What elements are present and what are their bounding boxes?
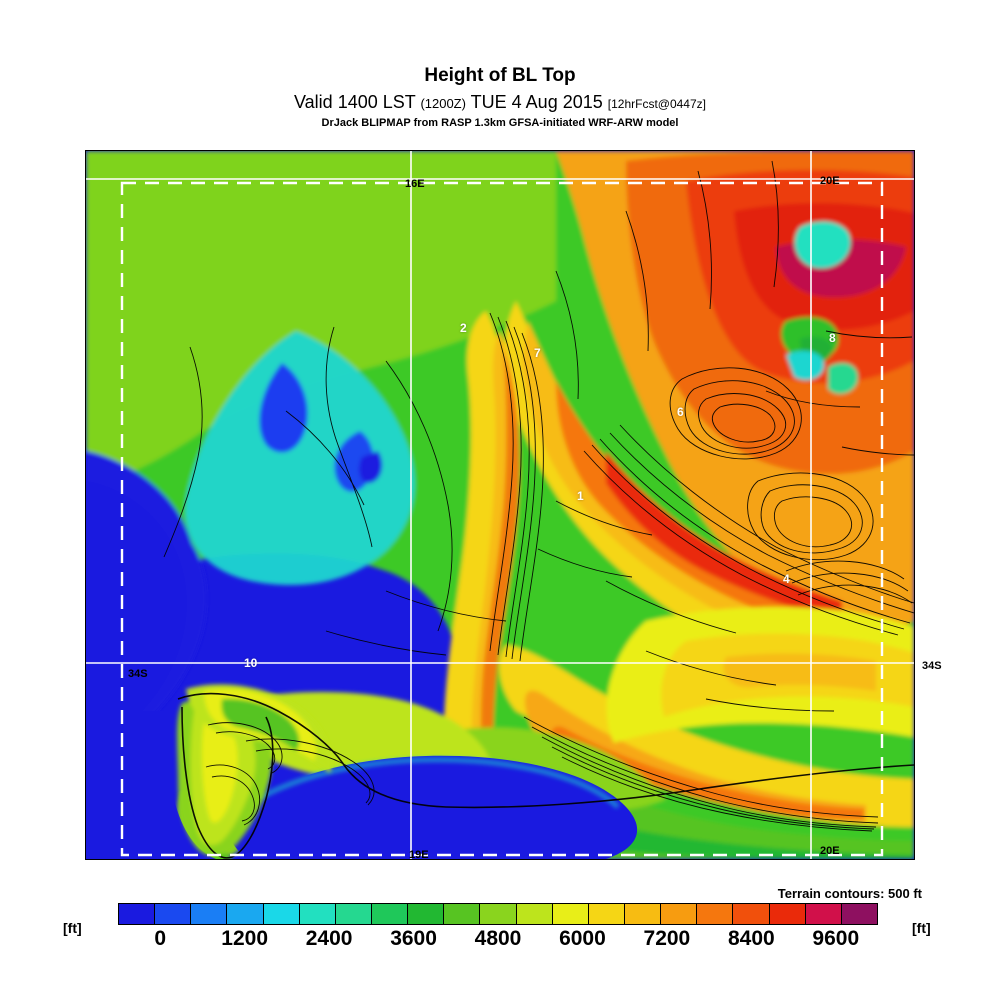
colorbar-unit-right: [ft] [912,920,931,936]
model-credit: DrJack BLIPMAP from RASP 1.3km GFSA-init… [321,117,679,129]
bl-top-field [86,151,914,859]
colorbar-swatch-13 [588,904,625,924]
colorbar-swatch-6 [335,904,372,924]
ocean-layer [86,481,638,859]
colorbar-swatch-17 [733,904,770,924]
valid-date: TUE 4 Aug 2015 [470,92,603,112]
colorbar-tick-9600: 9600 [812,927,860,950]
colorbar-swatch-7 [371,904,409,924]
waypoint-8: 8 [829,331,836,345]
colorbar-swatch-1 [155,904,192,924]
colorbar-swatch-8 [408,904,445,924]
colorbar-swatch-16 [697,904,734,924]
domain-box-dashed [120,181,884,857]
gridlabel-34s-right: 34S [922,660,942,672]
valid-time-line: Valid 1400 LST (1200Z) TUE 4 Aug 2015 [1… [0,92,1000,113]
colorbar-swatch-12 [552,904,589,924]
forecast-stamp: [12hrFcst@0447z] [607,97,706,111]
waypoint-10: 10 [244,656,258,670]
colorbar-swatch-14 [624,904,662,924]
colorbar-swatch-15 [661,904,698,924]
colorbar-swatch-11 [516,904,553,924]
waypoint-6: 6 [677,405,684,419]
gridlabel-19e: 19E [409,849,429,861]
colorbar-tick-2400: 2400 [305,927,353,950]
waypoint-2: 2 [460,321,467,335]
colorbar-swatch-19 [805,904,842,924]
colorbar-swatch-18 [769,904,806,924]
colorbar-tick-6000: 6000 [559,927,606,950]
colorbar-tick-4800: 4800 [474,927,522,950]
cape-peninsula [177,684,332,856]
gridlabel-34s-left: 34S [128,668,148,680]
forecast-map[interactable]: x 2 7 6 8 1 4 10 [85,150,915,860]
colorbar-swatch-10 [480,904,517,924]
gridlabel-20e-top: 20E [820,175,840,187]
terrain-contour-note: Terrain contours: 500 ft [777,886,922,901]
colorbar-tick-labels: 0 1200 2400 3600 4800 6000 7200 8400 9600 [118,927,878,953]
waypoint-4: 4 [783,572,790,586]
map-canvas[interactable]: x [86,151,914,859]
colorbar-swatch-4 [263,904,300,924]
colorbar-tick-8400: 8400 [727,927,775,950]
valid-zulu: (1200Z) [420,96,466,111]
colorbar-swatch-0 [119,904,156,924]
colorbar-swatch-9 [444,904,481,924]
graticule-solid [86,151,914,859]
waypoint-1: 1 [577,489,584,503]
page-title: Height of BL Top [424,65,576,86]
waypoint-7: 7 [534,346,541,360]
colorbar-tick-0: 0 [154,927,167,950]
colorbar-swatch-20 [841,904,877,924]
colorbar-tick-1200: 1200 [221,927,269,950]
colorbar-swatch-5 [299,904,336,924]
colorbar-unit-left: [ft] [63,920,82,936]
title-block: Height of BL Top Valid 1400 LST (1200Z) … [0,0,1000,129]
colorbar-tick-3600: 3600 [390,927,437,950]
gridlabel-16e: 16E [405,178,425,190]
colorbar-tick-7200: 7200 [643,927,691,950]
gridlabel-20e-bottom: 20E [820,845,840,857]
colorbar-legend: [ft] [ft] 0 1200 2400 3600 4800 6000 7200 8400 9… [0,903,1000,963]
colorbar-swatch-3 [227,904,264,924]
valid-prefix: Valid 1400 LST [294,92,416,112]
terrain-contours [163,160,914,859]
colorbar-swatches [118,903,878,925]
colorbar-swatch-2 [191,904,228,924]
